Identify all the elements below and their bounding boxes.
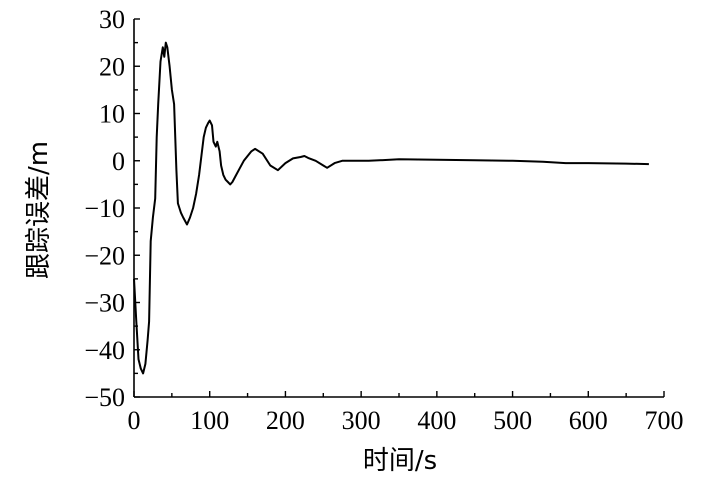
y-tick-label: 20 — [99, 52, 125, 81]
x-tick-label: 200 — [266, 406, 305, 435]
y-tick-label: 10 — [99, 100, 125, 129]
y-tick-label: −20 — [84, 241, 125, 270]
x-tick-labels: 0 100 200 300 400 500 600 700 — [128, 406, 684, 435]
y-tick-label: −40 — [84, 336, 125, 365]
x-tick-label: 100 — [190, 406, 229, 435]
x-tick-label: 400 — [417, 406, 456, 435]
x-tick-label: 300 — [342, 406, 381, 435]
x-tick-label: 0 — [128, 406, 141, 435]
x-axis-title: 时间/s — [363, 446, 437, 476]
y-tick-label: −30 — [84, 289, 125, 318]
series-line-tracking-error — [133, 41, 649, 375]
x-tick-label: 500 — [493, 406, 532, 435]
y-tick-label: 0 — [112, 147, 125, 176]
x-tick-label: 700 — [645, 406, 684, 435]
y-tick-labels: 30 20 10 0 −10 −20 −30 −40 −50 — [84, 5, 125, 412]
y-tick-label: −10 — [84, 194, 125, 223]
y-axis-title: 跟踪误差/m — [24, 141, 54, 279]
tick-marks — [133, 18, 665, 398]
y-tick-label: −50 — [84, 383, 125, 412]
x-tick-label: 600 — [569, 406, 608, 435]
y-tick-label: 30 — [99, 5, 125, 34]
